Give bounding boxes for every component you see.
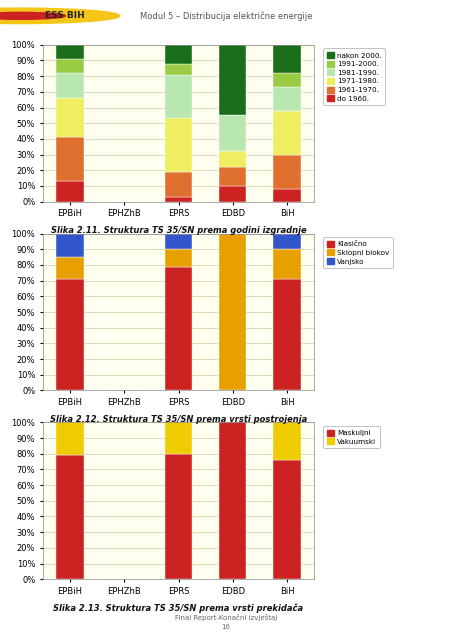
Bar — [273, 234, 300, 249]
Bar — [219, 115, 246, 152]
Bar — [165, 172, 192, 197]
Bar — [219, 167, 246, 186]
Bar — [273, 422, 300, 460]
Legend: Klasično, Sklopni blokov, Vanjsko: Klasično, Sklopni blokov, Vanjsko — [322, 237, 392, 268]
Bar — [273, 249, 300, 279]
Text: Final Report-Konačni izvještaj: Final Report-Konačni izvještaj — [175, 614, 276, 621]
Bar — [56, 73, 83, 98]
Bar — [56, 59, 83, 73]
Bar — [56, 257, 83, 279]
Text: Slika 2.11. Struktura TS 35/SN prema godini izgradnje: Slika 2.11. Struktura TS 35/SN prema god… — [51, 226, 306, 235]
Bar — [56, 279, 83, 390]
Bar — [56, 455, 83, 579]
Legend: Maskuljni, Vakuumski: Maskuljni, Vakuumski — [322, 426, 379, 449]
Bar — [219, 234, 246, 390]
Bar — [165, 197, 192, 202]
Bar — [165, 422, 192, 454]
Bar — [273, 45, 300, 73]
Bar — [56, 181, 83, 202]
Bar — [165, 45, 192, 63]
Bar — [273, 73, 300, 87]
Bar — [165, 118, 192, 172]
Bar — [56, 138, 83, 181]
Bar — [219, 186, 246, 202]
Text: Slika 2.12. Struktura TS 35/SN prema vrsti postrojenja: Slika 2.12. Struktura TS 35/SN prema vrs… — [50, 415, 307, 424]
Bar — [165, 75, 192, 118]
Bar — [219, 152, 246, 167]
Legend: nakon 2000., 1991-2000., 1981-1990., 1971-1980., 1961-1970., do 1960.: nakon 2000., 1991-2000., 1981-1990., 197… — [322, 49, 384, 106]
Bar — [165, 234, 192, 249]
Bar — [56, 422, 83, 455]
Bar — [273, 279, 300, 390]
Bar — [273, 111, 300, 154]
Bar — [273, 154, 300, 189]
Text: 16: 16 — [221, 625, 230, 630]
Bar — [56, 45, 83, 59]
Bar — [56, 234, 83, 257]
Text: Modul 5 – Distribucija električne energije: Modul 5 – Distribucija električne energi… — [139, 11, 312, 20]
Circle shape — [0, 12, 65, 19]
Circle shape — [0, 8, 120, 24]
Bar — [56, 98, 83, 138]
Bar — [165, 454, 192, 579]
Bar — [273, 189, 300, 202]
Bar — [273, 460, 300, 579]
Text: Slika 2.13. Struktura TS 35/SN prema vrsti prekidača: Slika 2.13. Struktura TS 35/SN prema vrs… — [53, 604, 303, 613]
Text: ESS BIH: ESS BIH — [45, 12, 85, 20]
Bar — [165, 266, 192, 390]
Bar — [219, 422, 246, 579]
Bar — [165, 63, 192, 75]
Bar — [165, 249, 192, 266]
Bar — [273, 87, 300, 111]
Bar — [219, 45, 246, 115]
